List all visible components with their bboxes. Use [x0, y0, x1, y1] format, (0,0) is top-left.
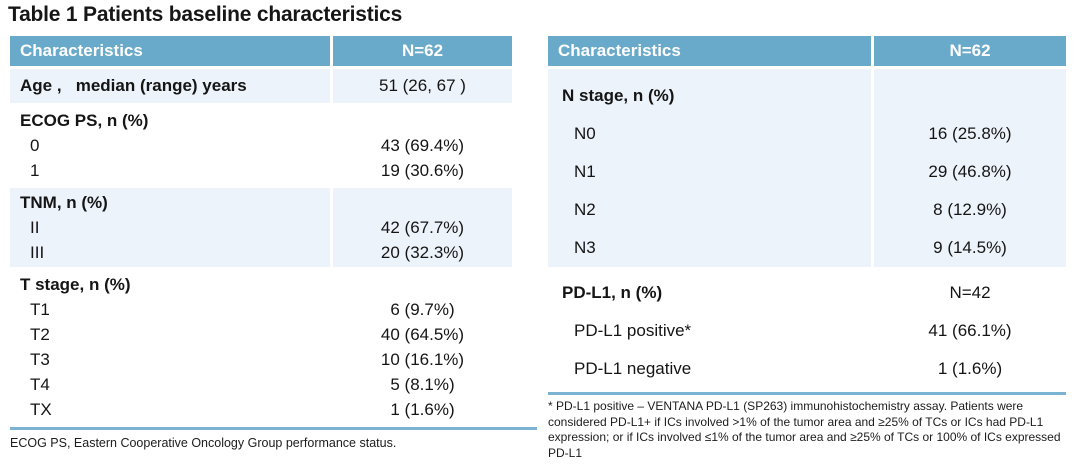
table-header-row: Characteristics N=62 [10, 36, 512, 66]
table-bottom-rule [548, 392, 1066, 395]
row-label: III [30, 243, 45, 262]
row-value: 41 (66.1%) [928, 321, 1012, 340]
row-label: N3 [574, 238, 596, 257]
row-label: 0 [30, 136, 40, 155]
section-label-column: PD-L1, n (%) PD-L1 positive* PD-L1 negativ… [548, 273, 871, 389]
row-label: T3 [30, 350, 50, 369]
table-section: Age , median (range) years 51 (26, 67 ) [10, 69, 512, 103]
section-value-column: 51 (26, 67 ) [333, 69, 512, 103]
row-label: T stage, n (%) [20, 275, 131, 294]
row-label: N1 [574, 162, 596, 181]
table-bottom-rule [10, 427, 537, 430]
column-header-characteristics: Characteristics [10, 36, 330, 66]
table-section: T stage, n (%) T1 T2 T3 T4 TX 6 (9.7%) 40 (64.… [10, 270, 512, 424]
row-label: ECOG PS, n (%) [20, 111, 149, 130]
row-value: 10 (16.1%) [380, 350, 465, 369]
row-value [874, 77, 1066, 115]
row-label: T1 [30, 300, 50, 319]
row-value: 20 (32.3%) [380, 243, 465, 262]
row-label: T4 [30, 375, 50, 394]
row-label: PD-L1 negative [574, 359, 692, 378]
section-label-column: ECOG PS, n (%) 0 1 [10, 106, 330, 185]
column-header-characteristics: Characteristics [548, 36, 871, 66]
column-header-n: N=62 [333, 36, 512, 66]
baseline-table-right: Characteristics N=62 N stage, n (%) N0 N1 N… [548, 36, 1066, 461]
row-label: Age , median (range) years [20, 76, 247, 95]
row-label: 1 [30, 161, 40, 180]
row-value: 43 (69.4%) [380, 136, 465, 155]
table-section: ECOG PS, n (%) 0 1 43 (69.4%) 19 (30.6%) [10, 106, 512, 185]
row-label: TNM, n (%) [20, 193, 108, 212]
row-value [333, 108, 512, 133]
row-value: 16 (25.8%) [928, 124, 1012, 143]
row-label: PD-L1 positive* [574, 321, 692, 340]
section-label-column: Age , median (range) years [10, 69, 330, 103]
row-value: 19 (30.6%) [380, 161, 465, 180]
row-label: TX [30, 400, 52, 419]
row-value: 40 (64.5%) [380, 325, 465, 344]
table-body: Age , median (range) years 51 (26, 67 ) EC… [10, 69, 512, 424]
row-value: 9 (14.5%) [933, 238, 1007, 257]
row-value: N=42 [949, 283, 991, 302]
row-label: T2 [30, 325, 50, 344]
row-label: N2 [574, 200, 596, 219]
section-label-column: TNM, n (%) II III [10, 188, 330, 267]
row-label: II [30, 218, 40, 237]
section-label-column: T stage, n (%) T1 T2 T3 T4 TX [10, 270, 330, 424]
row-value [333, 272, 512, 297]
table-title: Table 1 Patients baseline characteristic… [8, 3, 403, 26]
row-label: PD-L1, n (%) [562, 283, 663, 302]
section-value-column: 6 (9.7%) 40 (64.5%) 10 (16.1%) 5 (8.1%) 1 (1… [333, 270, 512, 424]
row-value: 6 (9.7%) [390, 300, 455, 319]
table-section: TNM, n (%) II III 42 (67.7%) 20 (32.3%) [10, 188, 512, 267]
row-value: 5 (8.1%) [390, 375, 455, 394]
baseline-table-left: Characteristics N=62 Age , median (range… [10, 36, 537, 450]
table-section: PD-L1, n (%) PD-L1 positive* PD-L1 negativ… [548, 273, 1066, 389]
table-body: N stage, n (%) N0 N1 N2 N3 16 (25.8%) 29 (46.… [548, 69, 1066, 389]
row-value: 1 (1.6%) [390, 400, 455, 419]
footnote-left: ECOG PS, Eastern Cooperative Oncology Gr… [10, 436, 397, 450]
footnote-right: * PD-L1 positive – VENTANA PD-L1 (SP263)… [548, 399, 1061, 460]
section-value-column: N=42 41 (66.1%) 1 (1.6%) [874, 273, 1066, 389]
section-value-column: 42 (67.7%) 20 (32.3%) [333, 188, 512, 267]
row-label: N0 [574, 124, 596, 143]
row-label: N stage, n (%) [562, 86, 675, 105]
section-value-column: 43 (69.4%) 19 (30.6%) [333, 106, 512, 185]
row-value: 8 (12.9%) [933, 200, 1007, 219]
row-value: 42 (67.7%) [380, 218, 465, 237]
row-value: 51 (26, 67 ) [379, 76, 466, 95]
table-section: N stage, n (%) N0 N1 N2 N3 16 (25.8%) 29 (46.… [548, 69, 1066, 267]
section-label-column: N stage, n (%) N0 N1 N2 N3 [548, 69, 871, 267]
row-value: 1 (1.6%) [937, 359, 1003, 378]
row-value [333, 190, 512, 215]
column-header-n: N=62 [874, 36, 1066, 66]
section-value-column: 16 (25.8%) 29 (46.8%) 8 (12.9%) 9 (14.5%) [874, 69, 1066, 267]
table-header-row: Characteristics N=62 [548, 36, 1066, 66]
row-value: 29 (46.8%) [928, 162, 1012, 181]
